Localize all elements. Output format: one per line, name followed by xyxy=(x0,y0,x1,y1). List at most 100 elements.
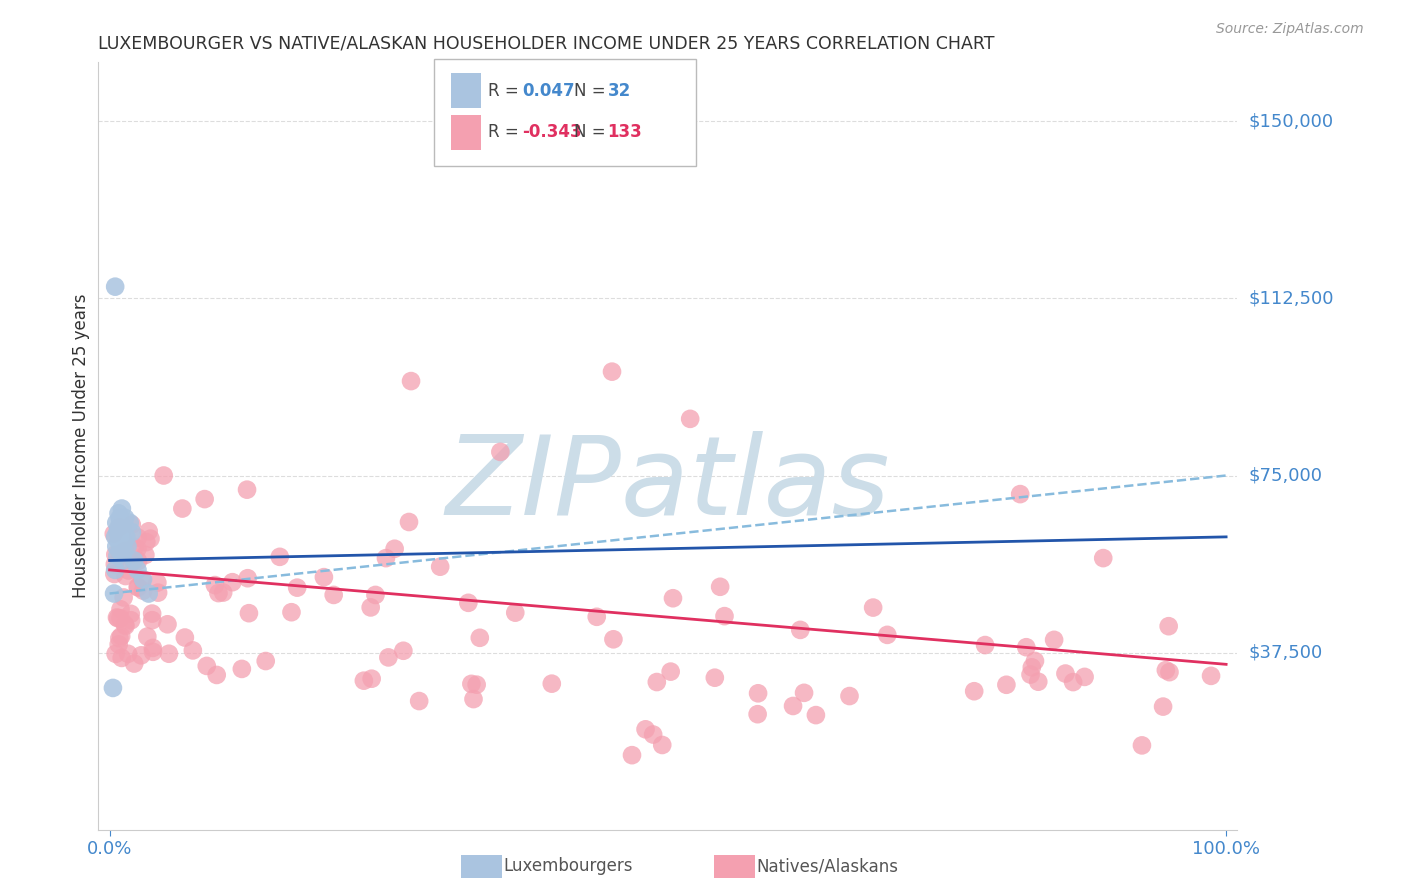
Point xyxy=(127,554,149,568)
Point xyxy=(141,613,163,627)
Point xyxy=(122,553,145,567)
Point xyxy=(312,570,335,584)
Point xyxy=(221,575,243,590)
Point xyxy=(122,554,145,568)
Point xyxy=(114,617,136,632)
Point xyxy=(107,611,129,625)
Point xyxy=(105,610,128,624)
Point xyxy=(108,511,131,525)
Point xyxy=(114,511,136,525)
Text: R =: R = xyxy=(488,123,524,141)
Point xyxy=(120,607,142,621)
Point xyxy=(747,707,769,722)
Point xyxy=(408,694,430,708)
Point xyxy=(104,279,127,293)
Point xyxy=(963,684,986,698)
Point xyxy=(460,677,482,691)
Point xyxy=(131,573,153,587)
Point xyxy=(231,662,253,676)
Point xyxy=(782,698,804,713)
Point xyxy=(503,606,526,620)
Text: N =: N = xyxy=(575,123,612,141)
Point xyxy=(703,671,725,685)
Point xyxy=(127,531,149,545)
Point xyxy=(103,567,125,582)
Point xyxy=(195,659,218,673)
Point xyxy=(465,678,488,692)
Text: $75,000: $75,000 xyxy=(1249,467,1323,484)
Point xyxy=(104,558,127,572)
Point xyxy=(645,675,668,690)
Point xyxy=(136,630,159,644)
Point xyxy=(679,412,702,426)
Text: 32: 32 xyxy=(607,82,631,100)
Point xyxy=(876,628,898,642)
Point xyxy=(103,526,125,541)
Point xyxy=(107,549,129,563)
Point xyxy=(1021,660,1043,674)
Point xyxy=(127,581,149,595)
Point xyxy=(152,468,174,483)
Point xyxy=(104,548,127,562)
FancyBboxPatch shape xyxy=(451,73,481,109)
Y-axis label: Householder Income Under 25 years: Householder Income Under 25 years xyxy=(72,293,90,599)
Point xyxy=(360,672,382,686)
Point xyxy=(1043,632,1066,647)
Point xyxy=(138,524,160,539)
Text: -0.343: -0.343 xyxy=(522,123,582,141)
Text: R =: R = xyxy=(488,82,524,100)
Point xyxy=(111,651,134,665)
Point xyxy=(139,532,162,546)
Point xyxy=(540,676,562,690)
Point xyxy=(146,585,169,599)
Point xyxy=(205,668,228,682)
Point xyxy=(353,673,375,688)
Point xyxy=(709,580,731,594)
Point xyxy=(142,645,165,659)
Point xyxy=(585,609,607,624)
Point xyxy=(1152,699,1174,714)
Point xyxy=(110,629,132,643)
Point xyxy=(124,540,146,554)
Point xyxy=(285,581,308,595)
Point xyxy=(101,681,124,695)
Point xyxy=(1062,675,1084,690)
Point xyxy=(122,657,145,671)
Point xyxy=(108,631,131,645)
Point xyxy=(662,591,685,606)
Point xyxy=(1159,665,1181,680)
Point xyxy=(280,605,302,619)
Point xyxy=(793,686,815,700)
Point xyxy=(212,585,235,599)
Text: Luxembourgers: Luxembourgers xyxy=(503,857,633,875)
Point xyxy=(134,548,156,562)
Point xyxy=(107,520,129,534)
Point xyxy=(1157,619,1180,633)
Point xyxy=(110,539,132,553)
Point xyxy=(104,647,127,661)
Point xyxy=(107,525,129,540)
Point xyxy=(104,530,127,544)
Point xyxy=(115,530,138,544)
Text: $112,500: $112,500 xyxy=(1249,290,1334,308)
Point xyxy=(429,559,451,574)
Point xyxy=(659,665,682,679)
Point xyxy=(108,544,131,558)
Point xyxy=(634,723,657,737)
Point xyxy=(1019,667,1042,681)
Point xyxy=(384,541,406,556)
Point xyxy=(132,573,155,587)
Point xyxy=(110,602,132,616)
Text: $150,000: $150,000 xyxy=(1249,112,1333,130)
Point xyxy=(121,525,143,540)
Text: Natives/Alaskans: Natives/Alaskans xyxy=(756,857,898,875)
Point xyxy=(747,686,769,700)
Point xyxy=(127,541,149,556)
Point xyxy=(1199,669,1222,683)
Point xyxy=(236,483,259,497)
Point xyxy=(132,583,155,598)
Point xyxy=(236,571,259,585)
Text: 0.047: 0.047 xyxy=(522,82,575,100)
Point xyxy=(181,643,204,657)
Point xyxy=(104,563,127,577)
